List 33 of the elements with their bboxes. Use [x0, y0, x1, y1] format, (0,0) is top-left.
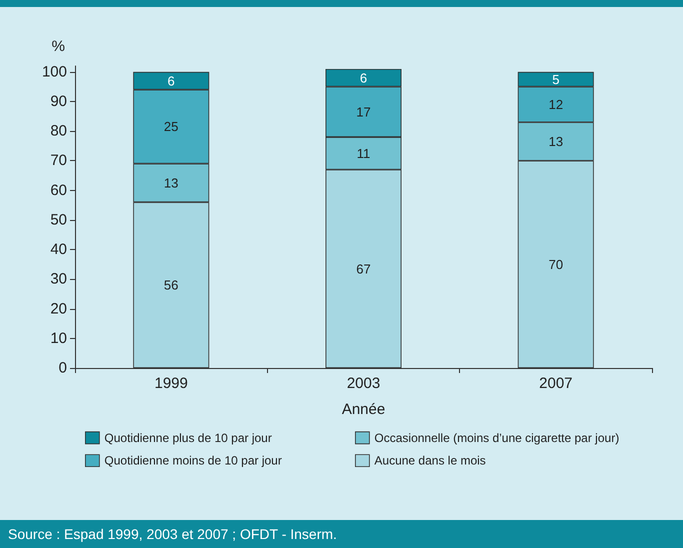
data-label: 70	[548, 256, 564, 272]
data-label: 67	[356, 261, 371, 276]
data-label: 13	[548, 134, 564, 149]
y-tick-label: 90	[50, 93, 67, 110]
legend-label: Aucune dans le mois	[374, 454, 486, 468]
x-axis-title: Année	[342, 401, 386, 418]
data-label: 12	[548, 96, 564, 112]
y-tick-label: 50	[50, 211, 67, 228]
x-tick-label: 1999	[154, 375, 188, 392]
y-tick-label: 30	[50, 270, 67, 288]
x-tick-label: 2003	[346, 375, 380, 392]
y-tick-label: 40	[50, 241, 67, 258]
data-label: 11	[356, 146, 370, 161]
y-tick-label: 70	[50, 152, 67, 170]
data-label: 6	[168, 73, 175, 88]
legend-label: Quotidienne plus de 10 par jour	[104, 430, 272, 445]
x-tick-label: 2007	[539, 375, 573, 392]
source-note: Source : Espad 1999, 2003 et 2007 ; OFDT - Inserm.	[8, 526, 337, 542]
data-label: 56	[164, 278, 178, 293]
data-label: 5	[552, 72, 560, 87]
y-tick-label: 20	[50, 300, 67, 318]
legend-label: Quotidienne moins de 10 par jour	[104, 454, 282, 468]
legend-label: Occasionnelle (moins d’une cigarette par jour)	[374, 430, 620, 445]
data-label: 6	[360, 70, 368, 86]
y-tick-label: 80	[50, 122, 67, 140]
y-tick-label: 10	[50, 330, 67, 347]
y-tick-label: 0	[58, 360, 67, 376]
data-label: 25	[164, 119, 178, 134]
y-tick-label: 100	[42, 63, 67, 80]
data-label: 17	[356, 104, 371, 120]
y-axis-title: %	[52, 38, 65, 55]
y-tick-label: 60	[50, 182, 67, 199]
data-label: 13	[164, 175, 178, 190]
